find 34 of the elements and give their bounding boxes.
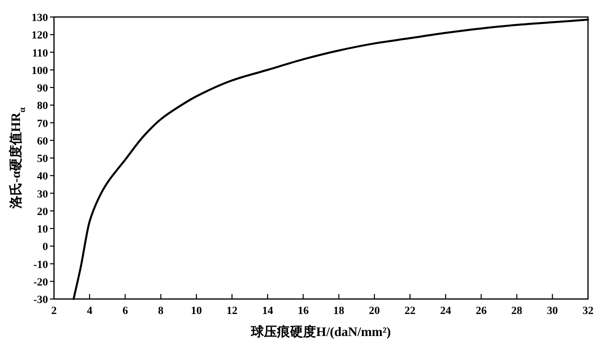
x-tick-label: 18: [333, 305, 345, 317]
y-tick-label: 10: [37, 224, 48, 236]
y-tick-label: -30: [33, 294, 48, 306]
y-tick-label: -10: [33, 258, 48, 271]
y-tick-label: 100: [32, 64, 48, 77]
y-tick-label: 20: [37, 206, 48, 218]
y-tick-label: 30: [37, 188, 48, 200]
x-tick-label: 22: [404, 305, 416, 317]
y-tick-label: 110: [32, 47, 48, 60]
y-tick-label: 40: [37, 170, 48, 183]
x-tick-label: 28: [511, 305, 523, 317]
x-tick-label: 24: [440, 305, 452, 317]
x-tick-label: 2: [51, 305, 58, 317]
x-tick-label: 26: [476, 305, 488, 317]
y-tick-label: 0: [42, 241, 48, 254]
y-tick-label: 80: [37, 100, 48, 112]
x-tick-label: 10: [190, 305, 202, 317]
x-axis-title: 球压痕硬度H/(daN/mm²): [250, 324, 391, 339]
x-tick-label: 32: [582, 305, 594, 317]
y-tick-label: 50: [37, 153, 48, 165]
y-tick-label: -20: [33, 276, 48, 288]
y-tick-label: 90: [37, 82, 48, 94]
x-tick-label: 4: [86, 305, 93, 317]
x-tick-label: 20: [368, 305, 380, 317]
x-tick-label: 6: [122, 305, 128, 317]
x-tick-label: 30: [546, 305, 558, 317]
x-tick-label: 14: [262, 305, 274, 317]
y-tick-label: 70: [37, 118, 48, 130]
x-tick-label: 16: [298, 305, 310, 317]
x-tick-label: 12: [226, 305, 238, 317]
y-tick-label: 130: [32, 12, 48, 24]
y-tick-label: 60: [37, 135, 48, 148]
x-tick-label: 8: [158, 305, 164, 317]
y-tick-label: 120: [32, 30, 48, 42]
